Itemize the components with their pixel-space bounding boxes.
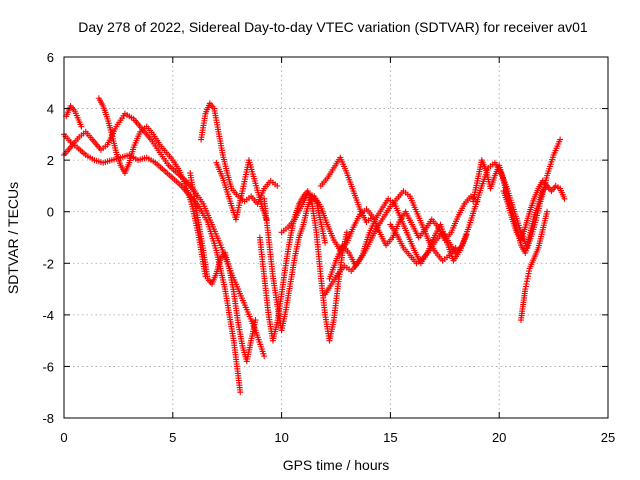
series-track-c [63,102,85,130]
x-tick-label: 10 [274,430,288,445]
y-tick-label: -8 [42,411,54,426]
series-track-p [500,177,568,244]
data-point [322,239,329,246]
data-point [261,353,268,360]
x-tick-label: 15 [383,430,397,445]
series-track-k [317,154,376,226]
data-point [274,182,281,189]
series-track-j [278,190,481,254]
data-marks [61,95,568,396]
series-track-i [261,193,329,334]
data-point [252,317,259,324]
x-axis-label: GPS time / hours [283,457,390,473]
data-point [561,195,568,202]
y-axis-label: SDTVAR / TECUs [5,182,21,294]
data-point [237,389,244,396]
series-track-q [517,208,551,324]
data-point [78,123,85,130]
series-track-d [95,95,209,280]
series-track-a [61,131,244,396]
x-tick-label: 0 [60,430,67,445]
plot-frame [63,56,609,419]
series-track-o [470,157,551,256]
y-tick-label: -2 [42,256,54,271]
y-tick-label: -6 [42,359,54,374]
data-point [343,229,350,236]
data-point [544,208,551,215]
chart-title: Day 278 of 2022, Sidereal Day-to-day VTE… [78,19,588,35]
series-track-g [213,157,270,223]
x-tick-label: 25 [601,430,615,445]
axis-ticks: 0 5 10 15 20 25 -8 -6 -4 -2 0 2 4 6 [42,50,615,445]
y-tick-label: 6 [47,50,54,65]
series-track-e [198,100,281,207]
data-point [557,136,564,143]
y-tick-label: 2 [47,153,54,168]
x-tick-label: 5 [169,430,176,445]
y-tick-label: -4 [42,308,54,323]
y-tick-label: 4 [47,102,54,117]
x-tick-label: 20 [492,430,506,445]
data-point [452,244,459,251]
series-track-f [187,170,259,365]
series-track-h [256,188,350,344]
y-tick-label: 0 [47,205,54,220]
